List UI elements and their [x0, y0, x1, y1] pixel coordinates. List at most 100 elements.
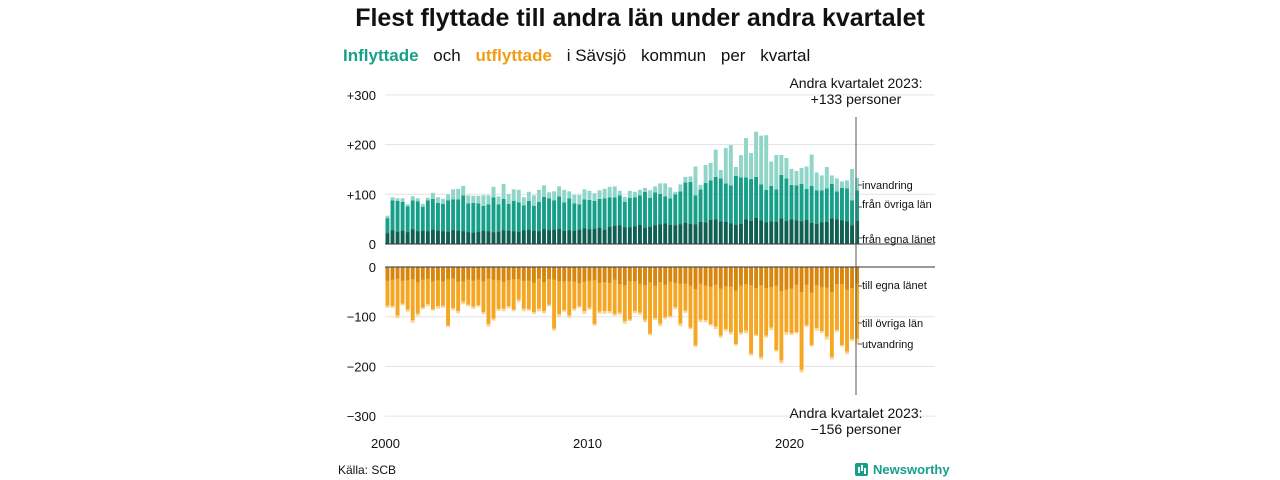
bar-in-other — [390, 200, 395, 231]
bar-out-abroad — [542, 311, 546, 314]
bar-out-abroad — [506, 306, 511, 309]
bar-in-abroad — [678, 184, 683, 192]
brand-logo: Newsworthy — [855, 462, 950, 477]
bar-out-other — [668, 281, 673, 317]
bar-in-abroad — [809, 154, 814, 186]
bar-in-other — [436, 202, 440, 231]
bar-out-other — [638, 283, 642, 313]
bar-out-abroad — [441, 305, 445, 308]
bar-in-abroad — [395, 198, 400, 201]
bar-in-other — [829, 183, 834, 219]
bar-in-abroad — [441, 198, 445, 204]
bar-out-abroad — [840, 345, 844, 347]
bar-out-own — [496, 267, 501, 281]
bar-out-abroad — [683, 310, 688, 313]
bar-in-own — [491, 232, 496, 244]
bar-in-abroad — [410, 196, 415, 201]
bar-out-abroad — [521, 308, 526, 312]
bar-in-other — [476, 203, 481, 232]
bar-in-own — [557, 228, 562, 244]
bar-out-abroad — [476, 305, 481, 307]
bar-out-abroad — [693, 345, 698, 348]
bar-in-abroad — [557, 186, 562, 197]
subtitle-kommun: kommun — [640, 46, 707, 65]
bar-in-other — [759, 184, 764, 221]
bar-in-abroad — [602, 188, 607, 199]
bar-in-other — [410, 200, 415, 230]
bar-in-abroad — [759, 135, 764, 185]
bar-out-abroad — [491, 318, 496, 321]
bar-in-other — [602, 198, 607, 230]
bar-out-own — [441, 267, 445, 282]
bar-in-other — [653, 192, 658, 226]
bar-in-own — [794, 220, 799, 244]
bar-in-own — [425, 231, 430, 244]
bar-out-other — [632, 281, 637, 312]
bar-out-own — [592, 267, 597, 281]
bar-out-own — [617, 267, 622, 285]
bar-in-abroad — [824, 166, 829, 189]
bar-out-own — [395, 267, 400, 279]
bar-out-abroad — [804, 325, 809, 328]
bar-out-other — [390, 279, 395, 307]
bar-in-other — [663, 196, 668, 224]
bar-in-own — [713, 219, 718, 244]
bar-out-own — [845, 267, 849, 290]
bar-out-abroad — [627, 319, 632, 322]
bar-in-abroad — [829, 175, 834, 184]
bar-in-abroad — [683, 176, 688, 183]
bar-out-own — [516, 267, 521, 280]
bar-in-abroad — [718, 169, 723, 179]
bar-out-own — [779, 267, 784, 292]
bar-out-abroad — [481, 312, 486, 315]
bar-in-own — [850, 225, 854, 244]
bar-out-abroad — [632, 311, 637, 314]
bar-out-other — [461, 281, 466, 302]
bar-out-other — [471, 280, 476, 307]
subtitle-inflyttade: Inflyttade — [343, 46, 419, 65]
bar-in-own — [829, 218, 834, 244]
bar-out-abroad — [582, 311, 587, 314]
bar-in-abroad — [632, 191, 637, 198]
subtitle-utflyttade: utflyttade — [475, 46, 552, 65]
bar-in-own — [744, 219, 748, 244]
bar-out-own — [754, 267, 759, 289]
bar-out-own — [461, 267, 466, 282]
bar-out-other — [476, 279, 481, 306]
bar-in-other — [774, 189, 779, 222]
chart-subtitle: Inflyttade och utflyttade i Sävsjö kommu… — [343, 46, 820, 66]
bar-out-abroad — [461, 301, 466, 305]
subtitle-och: och — [433, 46, 461, 65]
bar-in-abroad — [456, 188, 461, 200]
bar-in-abroad — [552, 191, 557, 201]
bar-out-abroad — [814, 328, 819, 331]
bar-in-abroad — [840, 181, 844, 188]
bar-in-abroad — [461, 185, 466, 196]
bar-out-own — [602, 267, 607, 283]
bar-in-abroad — [476, 195, 481, 204]
y-tick-label: −100 — [347, 310, 376, 325]
bar-in-abroad — [562, 189, 567, 203]
bar-in-abroad — [486, 195, 491, 205]
bar-out-other — [587, 280, 592, 308]
bar-in-own — [638, 224, 642, 244]
bar-in-own — [612, 225, 617, 244]
bar-in-own — [824, 221, 829, 244]
bar-out-other — [774, 285, 779, 350]
bar-in-other — [451, 199, 456, 231]
bar-out-abroad — [638, 312, 642, 315]
x-tick-label: 2020 — [775, 436, 804, 451]
bar-out-abroad — [572, 308, 577, 311]
bar-in-own — [436, 230, 440, 244]
bar-out-own — [829, 267, 834, 293]
bar-out-abroad — [789, 333, 794, 336]
bar-out-own — [430, 267, 435, 282]
bar-out-abroad — [733, 344, 738, 346]
bar-in-own — [733, 224, 738, 244]
bar-out-abroad — [784, 332, 789, 335]
bar-out-other — [506, 280, 511, 307]
bar-out-own — [562, 267, 567, 282]
bar-out-own — [688, 267, 693, 286]
bar-out-other — [728, 286, 733, 333]
bar-out-abroad — [713, 326, 718, 330]
